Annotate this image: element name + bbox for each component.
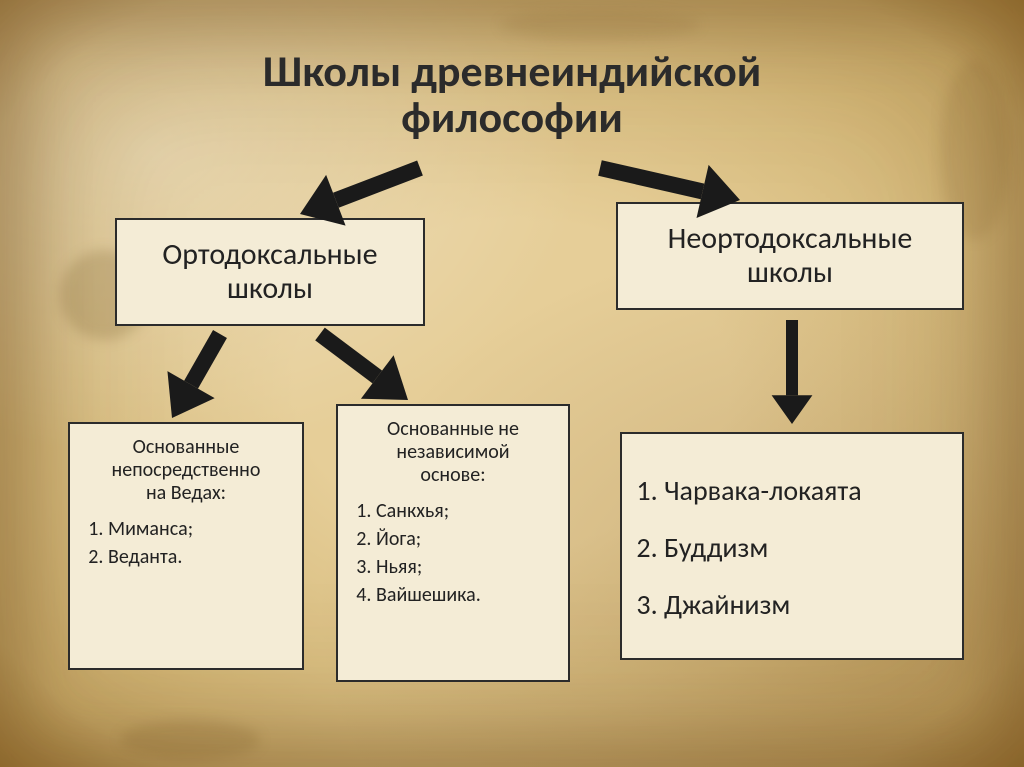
orthodox-box: Ортодоксальные школы bbox=[115, 218, 425, 326]
indep-h2: независимой bbox=[396, 440, 509, 464]
list-item: Веданта. bbox=[108, 543, 286, 571]
indep-h1: Основанные не bbox=[387, 417, 519, 441]
title-line2: философии bbox=[401, 90, 623, 144]
list-item: Чарвака-локаята bbox=[664, 462, 942, 519]
heterodox-line1: Неортодоксальные bbox=[668, 220, 913, 257]
veda-box: Основанные непосредственно на Ведах: Мим… bbox=[68, 422, 304, 670]
independent-box: Основанные не независимой основе: Санкхь… bbox=[336, 404, 570, 682]
veda-list: Миманса;Веданта. bbox=[108, 515, 286, 571]
list-item: Вайшешика. bbox=[376, 581, 552, 609]
orthodox-text: Ортодоксальные школы bbox=[117, 220, 423, 324]
orthodox-line2: школы bbox=[227, 270, 313, 307]
list-item: Йога; bbox=[376, 525, 552, 553]
page-title: Школы древнеиндийской философии bbox=[0, 48, 1024, 140]
veda-h1: Основанные bbox=[133, 435, 240, 459]
heterodox-text: Неортодоксальные школы bbox=[618, 204, 962, 308]
list-item: Джайнизм bbox=[664, 576, 942, 633]
indep-h3: основе: bbox=[420, 463, 485, 487]
list-item: Ньяя; bbox=[376, 553, 552, 581]
independent-header: Основанные не независимой основе: bbox=[354, 418, 552, 487]
heterodox-line2: школы bbox=[747, 254, 833, 291]
heterodox-box: Неортодоксальные школы bbox=[616, 202, 964, 310]
veda-h3: на Ведах: bbox=[146, 481, 226, 505]
list-item: Буддизм bbox=[664, 519, 942, 576]
orthodox-line1: Ортодоксальные bbox=[162, 236, 377, 273]
list-item: Санкхья; bbox=[376, 497, 552, 525]
heterodox-list-box: Чарвака-локаятаБуддизмДжайнизм bbox=[620, 432, 964, 660]
heterodox-list: Чарвака-локаятаБуддизмДжайнизм bbox=[664, 462, 942, 634]
veda-header: Основанные непосредственно на Ведах: bbox=[86, 436, 286, 505]
list-item: Миманса; bbox=[108, 515, 286, 543]
independent-list: Санкхья;Йога;Ньяя;Вайшешика. bbox=[376, 497, 552, 609]
veda-h2: непосредственно bbox=[112, 458, 261, 482]
